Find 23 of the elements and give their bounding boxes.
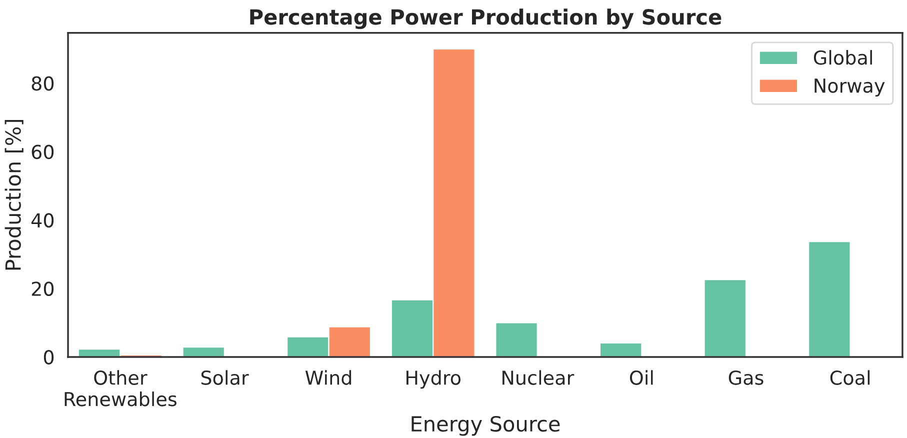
x-tick-label: Solar [201,370,249,385]
x-tick-label: Coal [830,370,870,385]
y-tick-label: 80 [32,76,54,91]
y-tick-label: 20 [32,282,54,296]
x-tick-label: Hydro [406,370,460,389]
y-tick-label: 60 [32,144,54,160]
y-tick-label: 40 [31,213,54,228]
x-tick-label: Wind [305,370,352,385]
bar [599,342,642,357]
bar [182,346,226,357]
x-tick-label: Other Renewables [64,370,176,406]
x-tick-label: Gas [728,370,764,385]
x-tick-label: Nuclear [502,370,574,385]
y-tick-label: 0 [44,350,54,364]
chart-title: Percentage Power Production by Source [250,8,722,30]
legend-label: Global [814,50,872,65]
bar [495,322,538,357]
legend-label: Norway [814,78,885,97]
bar [808,241,851,357]
x-axis-title: Energy Source [412,416,560,436]
bar [704,279,747,357]
y-axis-title: Production [%] [4,120,24,270]
x-tick-label: Oil [630,370,653,385]
